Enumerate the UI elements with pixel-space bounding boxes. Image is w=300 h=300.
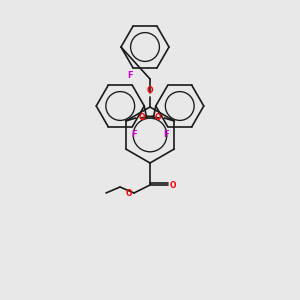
Text: O: O — [170, 181, 176, 190]
Text: F: F — [127, 71, 133, 80]
Text: O: O — [155, 112, 161, 122]
Text: O: O — [147, 86, 153, 95]
Text: O: O — [139, 112, 145, 122]
Text: F: F — [131, 130, 137, 139]
Text: F: F — [163, 130, 169, 139]
Text: O: O — [125, 188, 132, 197]
